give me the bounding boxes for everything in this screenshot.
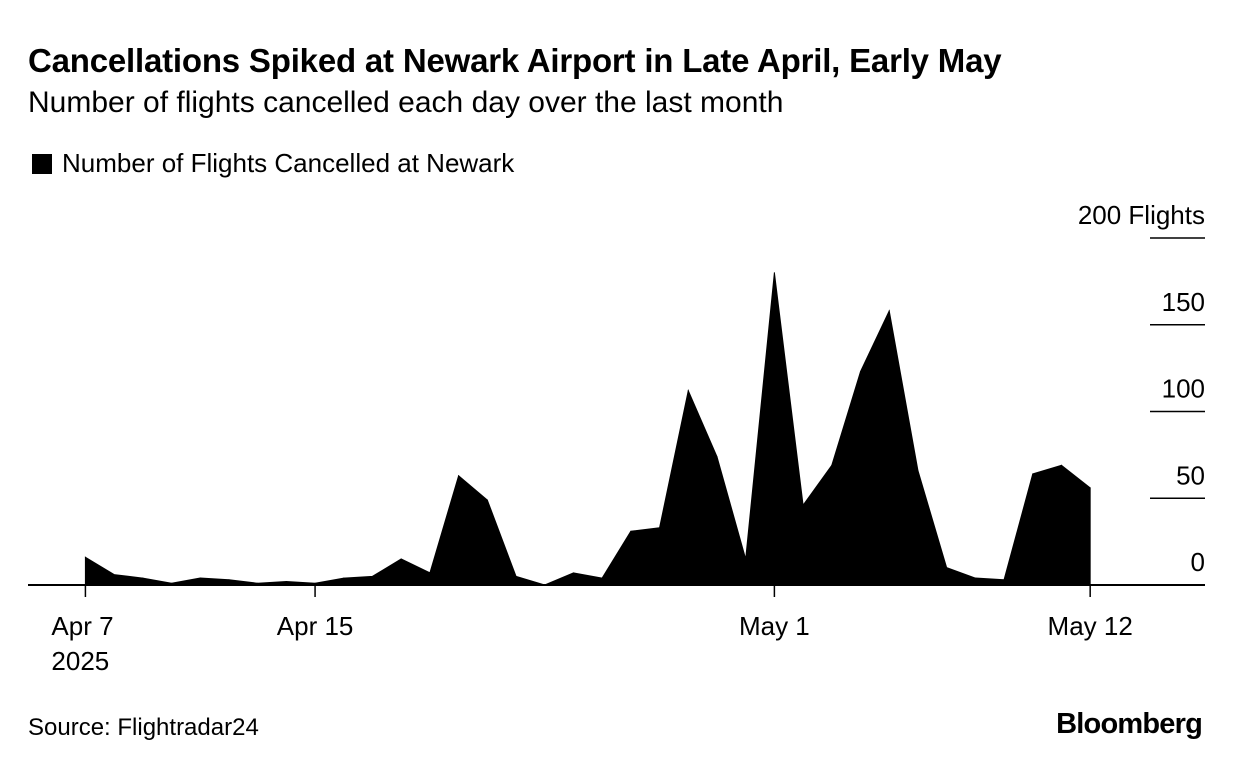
data-point [1003, 579, 1005, 581]
y-tick-label: 50 [1176, 460, 1205, 490]
data-point [285, 581, 287, 583]
data-point [142, 577, 144, 579]
x-tick-sublabel: 2025 [51, 646, 109, 676]
data-point [888, 310, 890, 312]
legend-label: Number of Flights Cancelled at Newark [62, 148, 515, 178]
data-point [831, 464, 833, 466]
x-tick-label: May 1 [739, 611, 810, 641]
data-point [745, 558, 747, 560]
x-tick-label: May 12 [1048, 611, 1133, 641]
y-tick-label: 150 [1162, 287, 1205, 317]
data-point [659, 527, 661, 529]
data-point [314, 582, 316, 584]
source-note: Source: Flightradar24 [28, 714, 259, 741]
area-chart: 0 50 100 150 200 Flights Apr 7 2025 Apr 15 May 1… [28, 200, 1205, 676]
data-point [917, 469, 919, 471]
data-point [515, 575, 517, 577]
chart-subtitle: Number of flights cancelled each day ove… [28, 86, 784, 119]
bloomberg-logo: Bloomberg [1056, 708, 1203, 740]
legend-swatch [32, 153, 52, 174]
data-point [429, 572, 431, 574]
data-point [946, 567, 948, 569]
y-tick-label: 200 Flights [1078, 200, 1205, 230]
legend: Number of Flights Cancelled at Newark [32, 148, 514, 179]
data-point [199, 577, 201, 579]
data-point [572, 572, 574, 574]
data-point [257, 582, 259, 584]
data-point [773, 272, 775, 274]
data-point [601, 577, 603, 579]
y-tick-label: 100 [1162, 374, 1205, 404]
series-area [84, 272, 1091, 586]
data-point [860, 371, 862, 373]
x-tick-label: Apr 15 [277, 611, 354, 641]
x-tick-label: Apr 7 [51, 611, 113, 641]
data-point [84, 556, 86, 558]
data-point [486, 499, 488, 501]
chart-title: Cancellations Spiked at Newark Airport i… [28, 42, 1002, 79]
data-point [974, 577, 976, 579]
data-point [113, 574, 115, 576]
y-tick-label: 0 [1191, 547, 1205, 577]
data-point [1032, 473, 1034, 475]
data-point [1089, 487, 1091, 489]
data-point [371, 575, 373, 577]
data-point [343, 577, 345, 579]
data-point [802, 504, 804, 506]
data-point [630, 530, 632, 532]
data-point [400, 558, 402, 560]
data-point [458, 475, 460, 477]
data-point [716, 456, 718, 458]
data-point [228, 579, 230, 581]
data-point [171, 582, 173, 584]
data-point [1060, 464, 1062, 466]
data-point [687, 390, 689, 392]
